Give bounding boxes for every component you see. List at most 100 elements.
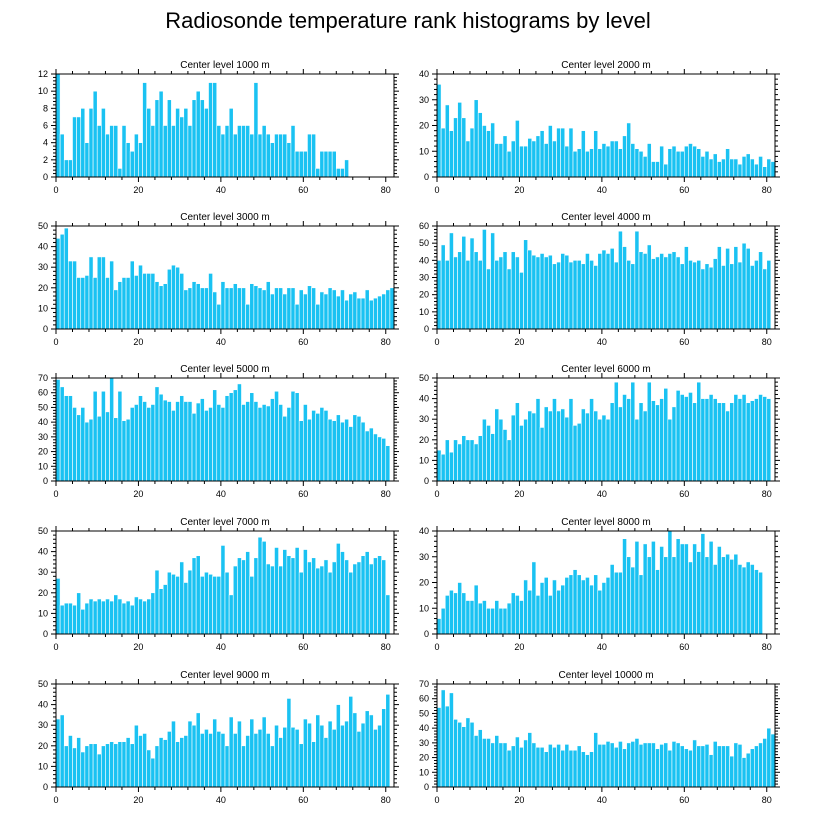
histogram-bar xyxy=(700,156,706,178)
y-tick-label: 30 xyxy=(38,432,48,442)
histogram-bar xyxy=(523,579,528,635)
y-tick-label: 40 xyxy=(38,700,48,710)
histogram-bar xyxy=(523,239,528,330)
histogram-bar xyxy=(737,564,743,635)
histogram-bar xyxy=(531,561,537,635)
y-tick-label: 40 xyxy=(38,547,48,557)
histogram-bar xyxy=(560,408,566,482)
histogram-bar xyxy=(191,99,197,178)
x-tick-label: 60 xyxy=(298,642,308,652)
histogram-bar xyxy=(121,741,127,788)
histogram-bar xyxy=(646,244,652,330)
histogram-bar xyxy=(576,745,582,788)
histogram-bar xyxy=(220,281,226,330)
y-tick-label: 10 xyxy=(419,603,429,613)
histogram-bar xyxy=(535,398,541,482)
x-tick-label: 40 xyxy=(216,185,226,195)
histogram-bar xyxy=(712,258,718,330)
histogram-bar xyxy=(457,721,463,788)
panel-title: Center level 9000 m xyxy=(180,670,270,681)
histogram-bar xyxy=(323,559,329,635)
histogram-bar xyxy=(158,393,164,482)
histogram-bar xyxy=(663,387,669,482)
histogram-bar xyxy=(76,592,82,635)
histogram-bar xyxy=(692,402,697,482)
histogram-bar xyxy=(572,425,578,482)
histogram-bar xyxy=(129,604,135,635)
histogram-bar xyxy=(142,600,147,635)
histogram-bar xyxy=(377,436,382,482)
histogram-bar xyxy=(712,741,718,788)
histogram-bar xyxy=(655,569,660,635)
histogram-bar xyxy=(245,735,251,788)
histogram-bar xyxy=(527,410,533,482)
histogram-bar xyxy=(539,582,545,635)
histogram-bar xyxy=(667,253,673,330)
histogram-bar xyxy=(477,729,483,788)
histogram-bar xyxy=(754,260,759,330)
x-tick-label: 0 xyxy=(434,489,439,499)
histogram-bar xyxy=(158,90,164,178)
histogram-bar xyxy=(436,260,442,330)
y-tick-label: 0 xyxy=(424,172,429,182)
histogram-bar xyxy=(634,230,640,330)
histogram-bar xyxy=(368,563,374,635)
histogram-bar xyxy=(729,402,735,482)
histogram-bar xyxy=(105,411,110,482)
y-tick-label: 20 xyxy=(419,290,429,300)
histogram-bar xyxy=(59,133,65,178)
histogram-bar xyxy=(364,551,370,635)
histogram-bar xyxy=(307,418,312,482)
y-tick-label: 50 xyxy=(419,708,429,718)
y-tick-label: 30 xyxy=(419,552,429,562)
y-tick-label: 30 xyxy=(419,273,429,283)
histogram-bar xyxy=(560,127,566,178)
histogram-bar xyxy=(294,547,300,635)
histogram-bar xyxy=(175,576,180,635)
histogram-bar xyxy=(506,439,512,482)
y-tick-label: 12 xyxy=(38,69,48,79)
histogram-bar xyxy=(175,108,180,178)
histogram-bar xyxy=(113,417,119,482)
histogram-bar xyxy=(166,731,172,788)
histogram-bar xyxy=(183,401,189,482)
panel-title: Center level 5000 m xyxy=(180,364,270,375)
x-tick-label: 0 xyxy=(434,795,439,805)
histogram-bar xyxy=(576,260,582,330)
histogram-bar xyxy=(642,253,648,330)
x-tick-label: 60 xyxy=(679,795,689,805)
y-tick-label: 10 xyxy=(419,307,429,317)
panel-6: Center level 6000 m 0 20 40 60 80 0 10 20 30 40 50 xyxy=(419,364,780,499)
y-tick-label: 50 xyxy=(38,402,48,412)
histogram-bar xyxy=(113,594,119,635)
y-tick-label: 50 xyxy=(38,221,48,231)
histogram-bar xyxy=(125,737,131,788)
histogram-bar xyxy=(585,253,590,330)
histogram-bar xyxy=(72,260,77,330)
histogram-bar xyxy=(298,289,304,330)
histogram-bar xyxy=(146,273,152,330)
histogram-bar xyxy=(282,293,288,330)
histogram-bar xyxy=(568,261,574,330)
x-tick-label: 40 xyxy=(597,185,607,195)
histogram-bar xyxy=(547,125,553,178)
histogram-bar xyxy=(498,256,504,330)
histogram-bar xyxy=(758,251,763,330)
histogram-bar xyxy=(498,742,504,788)
histogram-bar xyxy=(696,745,702,788)
histogram-bar xyxy=(469,721,475,788)
histogram-bar xyxy=(655,748,660,788)
histogram-bar xyxy=(461,435,467,482)
histogram-bar xyxy=(482,418,487,482)
histogram-bar xyxy=(191,413,197,482)
histogram-bar xyxy=(440,607,446,635)
plot-frame xyxy=(55,530,395,635)
plot-frame xyxy=(55,377,395,482)
histogram-bar xyxy=(589,398,594,482)
histogram-bar xyxy=(449,692,454,788)
histogram-bar xyxy=(568,127,574,178)
histogram-bar xyxy=(490,232,496,330)
histogram-bar xyxy=(667,418,673,482)
x-tick-label: 0 xyxy=(53,185,58,195)
histogram-bar xyxy=(733,394,739,482)
